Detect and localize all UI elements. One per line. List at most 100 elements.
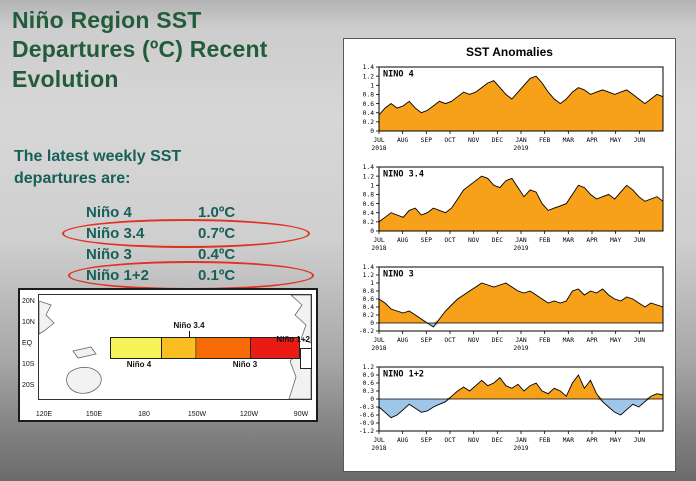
departures-list: Niño 4 1.0ºC Niño 3.4 0.7ºC Niño 3 0.4ºC…: [62, 202, 314, 290]
svg-text:2019: 2019: [513, 345, 528, 352]
departure-row-nino3: Niño 3 0.4ºC: [86, 244, 298, 265]
svg-text:FEB: FEB: [539, 137, 551, 144]
nino-regions-map: 20N 10N EQ 10S 20S 120E 150E 180 150W 12…: [18, 288, 318, 422]
map-lon-label: 180: [138, 411, 150, 418]
svg-text:-0.6: -0.6: [359, 412, 374, 419]
svg-text:1: 1: [370, 280, 374, 287]
svg-text:0.3: 0.3: [363, 388, 375, 395]
svg-text:NOV: NOV: [468, 237, 480, 244]
sst-anomalies-panel: SST Anomalies 0 0.2 0.4 0.6 0.8 1 1.2 1.4 JUL 201…: [343, 38, 676, 472]
svg-text:NINO 3: NINO 3: [383, 270, 414, 280]
map-lat-label: EQ: [22, 340, 33, 347]
svg-text:MAY: MAY: [610, 437, 622, 444]
departure-value: 1.0ºC: [198, 204, 236, 221]
svg-text:0.2: 0.2: [363, 312, 375, 319]
svg-text:NOV: NOV: [468, 337, 480, 344]
svg-text:JUN: JUN: [634, 237, 646, 244]
svg-text:JUL: JUL: [373, 237, 385, 244]
svg-text:1.4: 1.4: [363, 64, 375, 71]
intro-text: The latest weekly SST departures are:: [14, 146, 181, 189]
map-lon-label: 120E: [35, 411, 53, 418]
svg-text:0: 0: [370, 128, 374, 135]
svg-text:JUL: JUL: [373, 137, 385, 144]
svg-text:0.4: 0.4: [363, 110, 375, 117]
svg-text:0.4: 0.4: [363, 304, 375, 311]
svg-text:JUN: JUN: [634, 337, 646, 344]
intro-line-2: departures are:: [14, 169, 131, 187]
svg-text:FEB: FEB: [539, 337, 551, 344]
svg-text:AUG: AUG: [397, 237, 409, 244]
chart-nino4: 0 0.2 0.4 0.6 0.8 1 1.2 1.4 JUL 2018 AUG SEP OCT NOV D…: [344, 61, 675, 161]
region-nino34-box: [161, 337, 251, 359]
departure-label: Niño 3.4: [86, 225, 145, 242]
map-lat-label: 10S: [22, 361, 35, 368]
departure-value: 0.7ºC: [198, 225, 236, 242]
panel-title: SST Anomalies: [466, 45, 553, 59]
map-region-label-nino34: Niño 3.4: [173, 321, 205, 330]
map-lon-label: 120W: [239, 411, 259, 418]
svg-text:0.8: 0.8: [363, 192, 375, 199]
svg-text:2019: 2019: [513, 245, 528, 252]
departure-row-nino34: Niño 3.4 0.7ºC: [62, 219, 310, 248]
svg-text:0.8: 0.8: [363, 92, 375, 99]
map-region-label-nino3: Niño 3: [232, 360, 258, 369]
svg-text:0.8: 0.8: [363, 288, 375, 295]
svg-text:MAY: MAY: [610, 337, 622, 344]
svg-text:NINO 4: NINO 4: [383, 70, 414, 80]
title-line-2: Departures (ºC) Recent: [12, 36, 268, 63]
svg-text:0.6: 0.6: [363, 380, 375, 387]
svg-text:MAY: MAY: [610, 137, 622, 144]
svg-text:JAN: JAN: [515, 237, 527, 244]
svg-text:1.2: 1.2: [363, 272, 375, 279]
svg-text:0.6: 0.6: [363, 101, 375, 108]
svg-text:2018: 2018: [371, 345, 386, 352]
region-nino12-box: [300, 348, 312, 369]
svg-text:SEP: SEP: [421, 437, 433, 444]
svg-text:NOV: NOV: [468, 437, 480, 444]
svg-text:MAR: MAR: [563, 437, 575, 444]
map-lat-label: 20S: [22, 382, 35, 389]
svg-text:1: 1: [370, 82, 374, 89]
svg-text:0.2: 0.2: [363, 119, 375, 126]
svg-text:2018: 2018: [371, 445, 386, 452]
map-lat-label: 20N: [22, 298, 35, 305]
map-lon-label: 150W: [187, 411, 207, 418]
svg-text:FEB: FEB: [539, 237, 551, 244]
svg-text:-0.2: -0.2: [359, 328, 374, 335]
svg-text:0.6: 0.6: [363, 201, 375, 208]
svg-text:MAR: MAR: [563, 337, 575, 344]
map-lon-label: 90W: [293, 411, 309, 418]
svg-text:DEC: DEC: [492, 337, 504, 344]
svg-text:APR: APR: [586, 237, 598, 244]
svg-text:OCT: OCT: [444, 137, 456, 144]
svg-text:JAN: JAN: [515, 337, 527, 344]
title-line-3: Evolution: [12, 65, 119, 92]
chart-nino12: -1.2 -0.9 -0.6 -0.3 0 0.3 0.6 0.9 1.2 JUL 2018 AUG S…: [344, 361, 675, 461]
svg-text:MAR: MAR: [563, 237, 575, 244]
svg-text:JAN: JAN: [515, 137, 527, 144]
svg-text:0: 0: [370, 396, 374, 403]
svg-text:APR: APR: [586, 137, 598, 144]
departure-value: 0.4ºC: [198, 246, 236, 263]
map-plot-area: Niño 3.4 Niño 4 Niño 3 Niño 1+2: [38, 294, 312, 400]
svg-text:-0.9: -0.9: [359, 420, 374, 427]
svg-text:2018: 2018: [371, 145, 386, 152]
svg-text:JAN: JAN: [515, 437, 527, 444]
svg-text:1.2: 1.2: [363, 173, 375, 180]
svg-text:1.4: 1.4: [363, 164, 375, 171]
svg-text:MAR: MAR: [563, 137, 575, 144]
svg-text:OCT: OCT: [444, 437, 456, 444]
svg-text:DEC: DEC: [492, 237, 504, 244]
intro-line-1: The latest weekly SST: [14, 148, 182, 165]
svg-text:0.4: 0.4: [363, 210, 375, 217]
map-lat-label: 10N: [22, 319, 35, 326]
svg-text:MAY: MAY: [610, 237, 622, 244]
svg-text:-0.3: -0.3: [359, 404, 374, 411]
svg-text:DEC: DEC: [492, 437, 504, 444]
svg-text:AUG: AUG: [397, 337, 409, 344]
chart-nino3: -0.2 0 0.2 0.4 0.6 0.8 1 1.2 1.4 JUL 2018 AUG SEP OCT…: [344, 261, 675, 361]
